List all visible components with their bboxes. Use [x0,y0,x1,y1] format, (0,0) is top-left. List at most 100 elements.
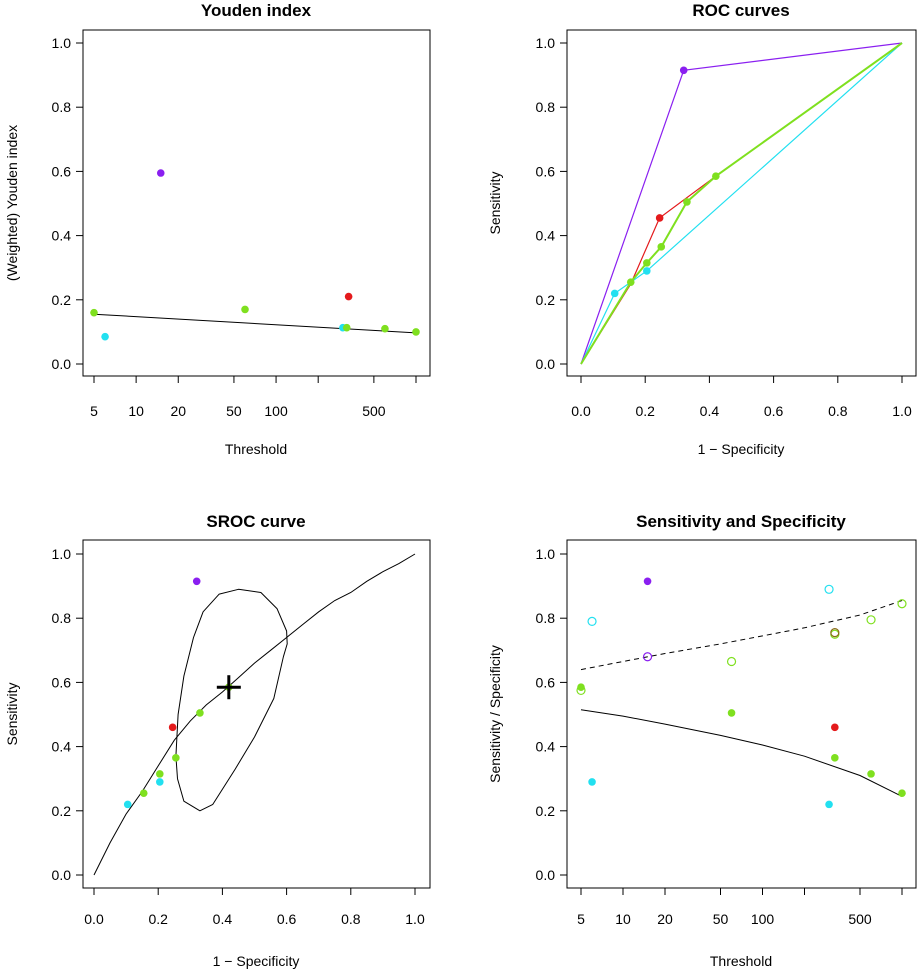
sensitivity-point [727,709,736,717]
y-tick-label-youden: 0.8 [52,99,72,115]
y-tick-label-roc: 1.0 [536,35,556,51]
title-youden: Youden index [201,1,312,20]
roc-point-study-green [683,198,691,206]
specificity-point [587,616,597,627]
y-tick-label-youden: 0.4 [52,228,72,244]
panel-roc: ROC curves 0.0 0.2 0.4 0.6 0.8 1.0 0.0 0.2 0.4 0.… [487,1,917,457]
x-tick-label-sroc: 0.8 [341,911,361,927]
sroc-point [156,770,164,778]
sensitivity-point [825,800,833,809]
sensitivity-point [577,683,585,692]
sensitivity-point [867,770,875,778]
youden-point [344,292,353,301]
x-tick-label-roc: 0.6 [764,403,784,419]
sensitivity-point [898,789,906,797]
sensitivity-fit-line [580,709,903,797]
youden-fit-line [93,313,417,334]
x-tick-label-roc: 0.0 [571,403,591,419]
y-tick-label-roc: 0.8 [536,99,556,115]
y-tick-label-sroc: 0.2 [52,803,72,819]
y-tick-label-youden: 0.6 [52,163,72,179]
specificity-point [576,685,586,696]
roc-point-study-green [626,278,635,286]
roc-point-study-green [712,172,720,181]
specificity-point [726,656,737,667]
y-tick-label-sroc: 0.6 [52,674,72,690]
roc-point-study-green [657,243,666,251]
plot-frame-sens-spec [566,539,917,889]
x-tick-label-youden: 5 [90,403,98,419]
x-tick-label-sens-spec: 500 [848,911,872,927]
youden-point [156,169,165,177]
sroc-point [168,723,177,732]
x-tick-label-youden: 50 [226,403,242,419]
y-tick-label-sens-spec: 0.4 [536,739,556,755]
x-tick-label-roc: 0.8 [828,403,848,419]
y-tick-label-youden: 1.0 [52,35,72,51]
sroc-point [156,778,164,786]
y-tick-label-sens-spec: 0.2 [536,803,556,819]
roc-line-study-green [580,42,903,365]
panel-youden: Youden index 5 10 20 50 100 500 0.0 0.2 0.4 0.6 0.… [4,1,431,457]
xlabel-sens-spec: Threshold [710,953,772,969]
roc-line-study-cyan [580,42,903,365]
roc-point-study-red [655,214,664,222]
y-tick-label-sens-spec: 1.0 [536,546,556,562]
roc-point-study-purple [679,66,688,75]
x-tick-label-sroc: 0.6 [277,911,297,927]
roc-point-study-cyan [610,289,619,298]
sroc-point [123,800,132,809]
roc-line-study-purple [580,42,903,365]
y-tick-label-roc: 0.2 [536,292,556,308]
sroc-point [139,789,148,797]
youden-point [241,305,249,314]
y-tick-label-youden: 0.0 [52,356,72,372]
x-tick-label-sens-spec: 50 [713,911,729,927]
title-sroc: SROC curve [206,512,305,531]
x-tick-label-sroc: 1.0 [405,911,425,927]
specificity-point [897,599,907,609]
x-tick-label-roc: 0.2 [635,403,655,419]
y-tick-label-sroc: 0.8 [52,610,72,626]
youden-point [381,324,389,333]
x-tick-label-sroc: 0.4 [213,911,233,927]
panel-sroc: SROC curve 0.0 0.2 0.4 0.6 0.8 1.0 0.0 0.2 0.4 0.… [4,512,431,969]
youden-point [90,308,98,317]
specificity-point [830,628,840,638]
y-tick-label-sroc: 0.0 [52,867,72,883]
x-tick-label-sens-spec: 10 [615,911,631,927]
x-tick-label-roc: 1.0 [892,403,912,419]
x-tick-label-sroc: 0.0 [84,911,104,927]
x-tick-label-youden: 500 [362,403,386,419]
ylabel-sroc: Sensitivity [4,682,20,745]
youden-point [342,323,351,332]
x-tick-label-sens-spec: 20 [657,911,673,927]
y-tick-label-roc: 0.0 [536,356,556,372]
panel-sens-spec: Sensitivity and Specificity 5 10 20 50 100 50… [487,512,917,969]
y-tick-label-sroc: 1.0 [52,546,72,562]
ylabel-roc: Sensitivity [487,171,503,234]
sroc-point [196,709,204,717]
y-tick-label-roc: 0.6 [536,163,556,179]
x-tick-label-sens-spec: 100 [751,911,775,927]
y-tick-label-youden: 0.2 [52,292,72,308]
y-tick-label-sens-spec: 0.0 [536,867,556,883]
x-tick-label-sroc: 0.2 [148,911,168,927]
sensitivity-point [643,577,652,586]
sensitivity-point [831,754,839,762]
youden-point [412,328,420,336]
x-tick-label-roc: 0.4 [700,403,720,419]
ylabel-youden: (Weighted) Youden index [4,125,20,281]
ylabel-sens-spec: Sensitivity / Specificity [487,645,503,783]
xlabel-roc: 1 − Specificity [698,441,785,457]
x-tick-label-youden: 20 [170,403,186,419]
youden-point [101,332,109,341]
xlabel-youden: Threshold [225,441,287,457]
specificity-point [824,584,834,594]
sensitivity-point [831,723,839,732]
title-sens-spec: Sensitivity and Specificity [636,512,846,531]
specificity-fit-line [580,600,903,671]
y-tick-label-sens-spec: 0.8 [536,610,556,626]
y-tick-label-sroc: 0.4 [52,739,72,755]
